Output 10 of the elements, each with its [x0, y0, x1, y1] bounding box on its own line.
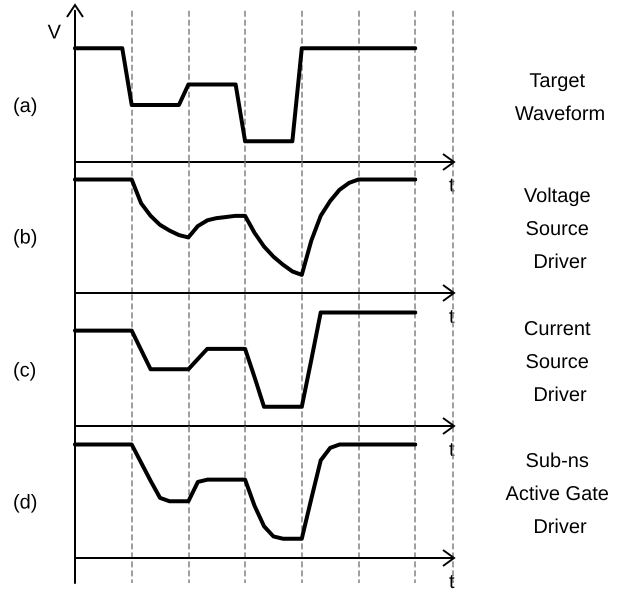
text: Sub-ns Active Gate Driver [506, 450, 614, 538]
text: (c) [13, 359, 36, 382]
text: (d) [13, 492, 38, 514]
x-axis-title: t [449, 571, 455, 594]
text: Current Source Driver [524, 318, 596, 406]
text: Target Waveform [514, 70, 606, 126]
text: (b) [13, 226, 38, 249]
y-axis-title: V [48, 22, 62, 44]
text: Voltage Source Driver [524, 185, 596, 274]
text: (a) [13, 94, 38, 117]
